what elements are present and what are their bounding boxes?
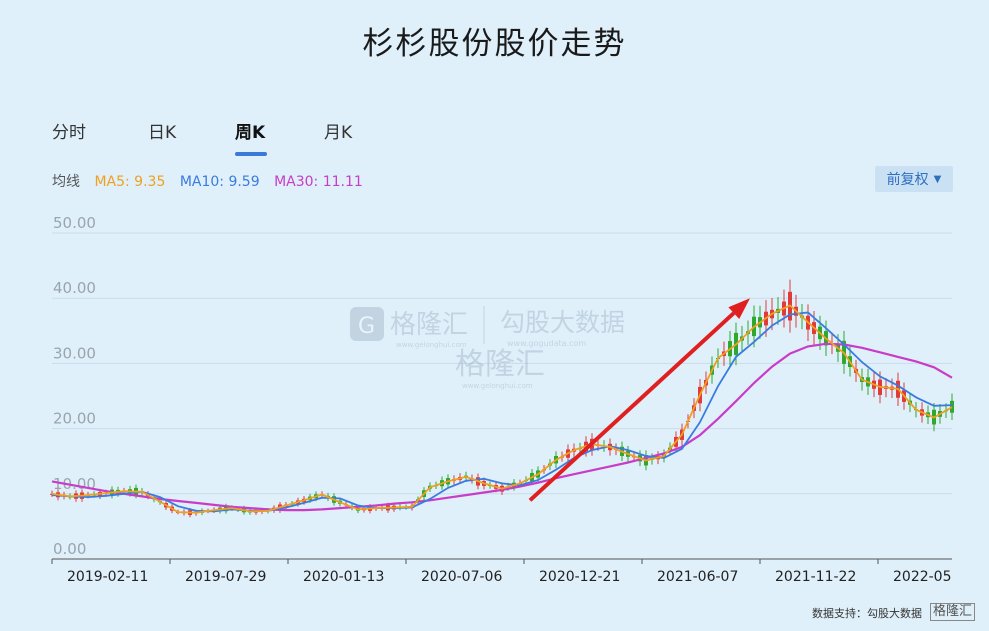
- caret-down-icon: ▼: [933, 173, 942, 185]
- tab-intraday[interactable]: 分时: [52, 123, 86, 143]
- arrow-head-icon: [728, 298, 750, 319]
- chart-grid: [52, 232, 952, 495]
- source-logo: 格隆汇: [930, 603, 976, 621]
- y-tick-label: 30.00: [53, 344, 96, 362]
- watermark-brand-1: 格隆汇: [390, 310, 468, 340]
- ma5-line: [51, 304, 953, 514]
- candle-body: [950, 400, 954, 413]
- watermark-brand-1-repeat: 格隆汇: [455, 347, 545, 382]
- moving-average-legend: 均线 MA5: 9.35 MA10: 9.59 MA30: 11.11: [52, 171, 373, 191]
- tab-weekly-k[interactable]: 周K: [235, 123, 266, 143]
- ma10-line: [51, 311, 953, 513]
- watermark-url-1: www.gelonghui.com: [396, 341, 467, 349]
- watermark: G 格隆汇 www.gelonghui.com 勾股大数据 www.goguda…: [350, 306, 625, 390]
- active-tab-indicator: [235, 152, 267, 156]
- x-tick-label: 2020-07-06: [421, 569, 502, 585]
- ma10-legend: MA10: 9.59: [179, 174, 260, 190]
- price-adjust-dropdown[interactable]: 前复权 ▼: [875, 166, 953, 192]
- ma30-legend: MA30: 11.11: [274, 174, 363, 190]
- ma-label: 均线: [52, 174, 80, 190]
- y-tick-label: 0.00: [53, 540, 86, 558]
- x-tick-label: 2021-11-22: [775, 569, 856, 585]
- x-tick-label: 2019-02-11: [67, 569, 148, 585]
- watermark-url-1-repeat: www.gelonghui.com: [462, 382, 533, 390]
- tab-daily-k[interactable]: 日K: [148, 123, 177, 143]
- x-axis: 2019-02-11 2019-07-29 2020-01-13 2020-07-06…: [51, 558, 952, 585]
- page-title: 杉杉股份股价走势: [362, 26, 627, 62]
- y-tick-label: 20.00: [53, 410, 96, 428]
- x-tick-label: 2019-07-29: [185, 569, 266, 585]
- arrow-shaft: [528, 311, 736, 502]
- y-tick-label: 50.00: [53, 214, 96, 232]
- x-tick-label: 2022-05: [893, 569, 952, 585]
- watermark-url-2: www.gogudata.com: [507, 339, 586, 348]
- watermark-brand-2: 勾股大数据: [500, 308, 625, 337]
- x-tick-label: 2021-06-07: [657, 569, 738, 585]
- price-adjust-label: 前复权: [886, 172, 929, 188]
- trend-arrow: [528, 298, 750, 502]
- x-tick-label: 2020-12-21: [539, 569, 620, 585]
- y-tick-label: 40.00: [53, 279, 96, 297]
- moving-average-lines: [51, 304, 953, 514]
- ma5-legend: MA5: 9.35: [94, 174, 166, 190]
- data-source: 数据支持：勾股大数据: [812, 607, 922, 620]
- x-tick-label: 2020-01-13: [303, 569, 384, 585]
- gelonghui-logo-icon: [350, 307, 384, 341]
- tab-monthly-k[interactable]: 月K: [324, 123, 353, 143]
- svg-text:G: G: [358, 314, 375, 339]
- ma30-line: [51, 342, 953, 512]
